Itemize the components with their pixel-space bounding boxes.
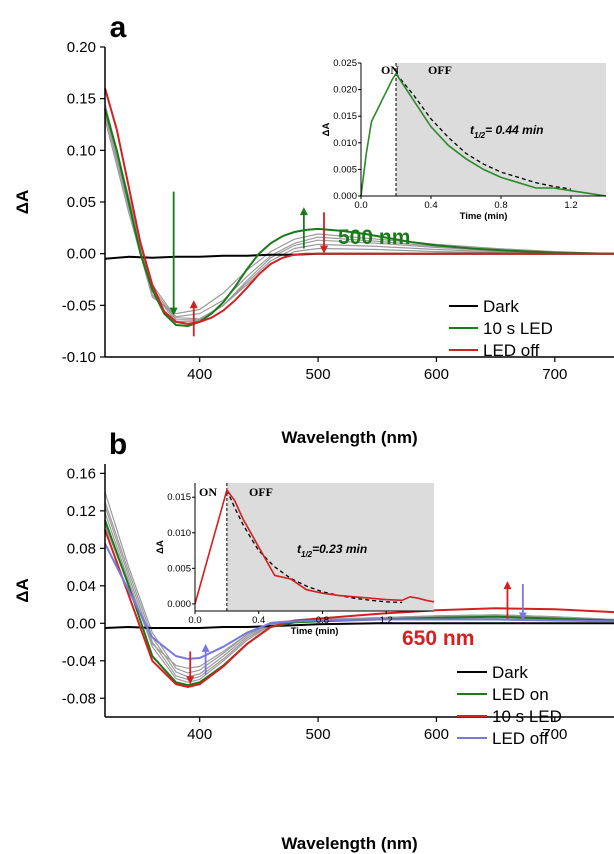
change-arrow-head (189, 300, 198, 309)
x-tick-label: 400 (187, 726, 212, 743)
y-tick-label: 0.10 (67, 142, 96, 159)
inset-y-tick-label: 0.010 (333, 138, 357, 149)
chart-panel-b: -0.08 -0.04 0.00 0.04 0.08 0.12 0.16 400 500 600 7… (13, 428, 614, 853)
x-tick-label: 400 (187, 366, 212, 383)
change-arrow-head (503, 581, 512, 590)
inset-x-tick-label: 0.4 (252, 615, 265, 626)
legend-label-led-off: LED off (492, 729, 549, 748)
x-tick-label: 600 (424, 366, 449, 383)
wavelength-annotation: 500 nm (338, 226, 410, 249)
x-tick-label: 500 (306, 726, 331, 743)
inset-y-tick-label: 0.000 (333, 191, 357, 202)
inset-x-tick-label: 1.2 (564, 200, 577, 211)
legend-label-dark: Dark (492, 663, 528, 682)
inset-fit-line (395, 73, 572, 190)
chart-panel-a: -0.10 -0.05 0.00 0.05 0.10 0.15 0.20 400 500 600 7… (13, 11, 614, 447)
inset-x-tick-label: 0.0 (354, 200, 367, 211)
inset-off-region (226, 483, 434, 611)
inset-x-tick-label: 0.4 (424, 200, 437, 211)
change-arrow-head (319, 245, 328, 254)
series-line-led-off (104, 543, 614, 660)
y-tick-label: 0.00 (67, 615, 96, 632)
inset-chart: 0.000 0.005 0.010 0.015 0.020 0.025 0.0 0.4 0.8 1… (321, 58, 607, 222)
half-life-value: = 0.44 min (485, 123, 543, 137)
half-life-value: =0.23 min (312, 542, 367, 556)
x-tick-label: 600 (424, 726, 449, 743)
x-axis-title: Wavelength (nm) (281, 428, 417, 447)
legend-label-10-s-led: 10 s LED (483, 319, 553, 338)
x-axis-title: Wavelength (nm) (281, 834, 417, 853)
change-arrow-head (201, 643, 210, 652)
y-tick-label: -0.08 (62, 690, 96, 707)
inset-y-tick-label: 0.015 (167, 492, 191, 503)
inset-x-axis-title: Time (min) (460, 211, 508, 222)
series-line-10-s-led (104, 108, 614, 328)
inset-x-tick-label: 0.8 (494, 200, 507, 211)
gray-spectrum-line-2 (104, 106, 614, 321)
inset-off-label: OFF (428, 63, 452, 77)
inset-y-axis-title: ΔA (155, 540, 166, 554)
half-life-subscript: 1/2 (301, 550, 313, 559)
panel-label: a (110, 11, 127, 44)
change-arrow-head (299, 207, 308, 216)
y-tick-label: -0.10 (62, 349, 96, 366)
series-line-led-off (104, 88, 614, 325)
legend-label-led-off: LED off (483, 341, 540, 360)
legend: Dark LED on 10 s LED LED off (457, 663, 562, 748)
legend-label-10-s-led: 10 s LED (492, 707, 562, 726)
x-tick-label: 500 (306, 366, 331, 383)
y-axis-title: ΔA (13, 578, 32, 603)
x-tick-label: 700 (542, 366, 567, 383)
change-arrow-head (518, 612, 527, 621)
inset-y-axis-title: ΔA (321, 123, 332, 137)
inset-x-axis-title: Time (min) (291, 626, 339, 637)
inset-data-line (194, 488, 435, 605)
x-tick-label: 700 (542, 726, 567, 743)
inset-fit-line (226, 489, 403, 604)
inset-y-tick-label: 0.005 (167, 563, 191, 574)
change-arrow-head (186, 676, 195, 685)
inset-data-line (360, 72, 607, 197)
legend: Dark 10 s LED LED off (449, 297, 553, 360)
inset-y-tick-label: 0.010 (167, 528, 191, 539)
inset-y-tick-label: 0.000 (167, 599, 191, 610)
legend-label-led-on: LED on (492, 685, 549, 704)
panel-label: b (109, 428, 127, 461)
y-tick-label: 0.15 (67, 91, 96, 108)
half-life-subscript: 1/2 (474, 131, 486, 140)
inset-y-tick-label: 0.020 (333, 85, 357, 96)
inset-off-label: OFF (249, 485, 273, 499)
inset-chart: 0.000 0.005 0.010 0.015 0.0 0.4 0.8 1.2 Time (mi… (155, 483, 435, 637)
y-tick-label: -0.05 (62, 297, 96, 314)
wavelength-annotation: 650 nm (402, 627, 474, 650)
y-tick-label: 0.05 (67, 194, 96, 211)
inset-half-life-label: t1/2=0.23 min (297, 542, 367, 559)
y-tick-label: -0.04 (62, 653, 96, 670)
inset-y-tick-label: 0.015 (333, 111, 357, 122)
change-arrow-head (169, 307, 178, 316)
inset-on-label: ON (381, 63, 399, 77)
y-tick-label: 0.16 (67, 465, 96, 482)
series-line-dark (104, 622, 614, 629)
inset-x-tick-label: 0.0 (188, 615, 201, 626)
y-tick-label: 0.00 (67, 246, 96, 263)
y-tick-label: 0.20 (67, 39, 96, 56)
inset-y-tick-label: 0.025 (333, 58, 357, 69)
inset-half-life-label: t1/2= 0.44 min (470, 123, 544, 140)
y-tick-label: 0.08 (67, 540, 96, 557)
legend-label-dark: Dark (483, 297, 519, 316)
inset-off-region (396, 63, 606, 196)
y-axis-title: ΔA (13, 190, 32, 215)
inset-on-label: ON (199, 485, 217, 499)
y-tick-label: 0.04 (67, 578, 96, 595)
half-life-symbol: t (297, 542, 302, 556)
series-line-10-s-led (104, 529, 614, 689)
half-life-symbol: t (470, 123, 475, 137)
inset-y-tick-label: 0.005 (333, 164, 357, 175)
y-tick-label: 0.12 (67, 503, 96, 520)
inset-x-tick-label: 0.8 (316, 615, 329, 626)
inset-x-tick-label: 1.2 (380, 615, 393, 626)
